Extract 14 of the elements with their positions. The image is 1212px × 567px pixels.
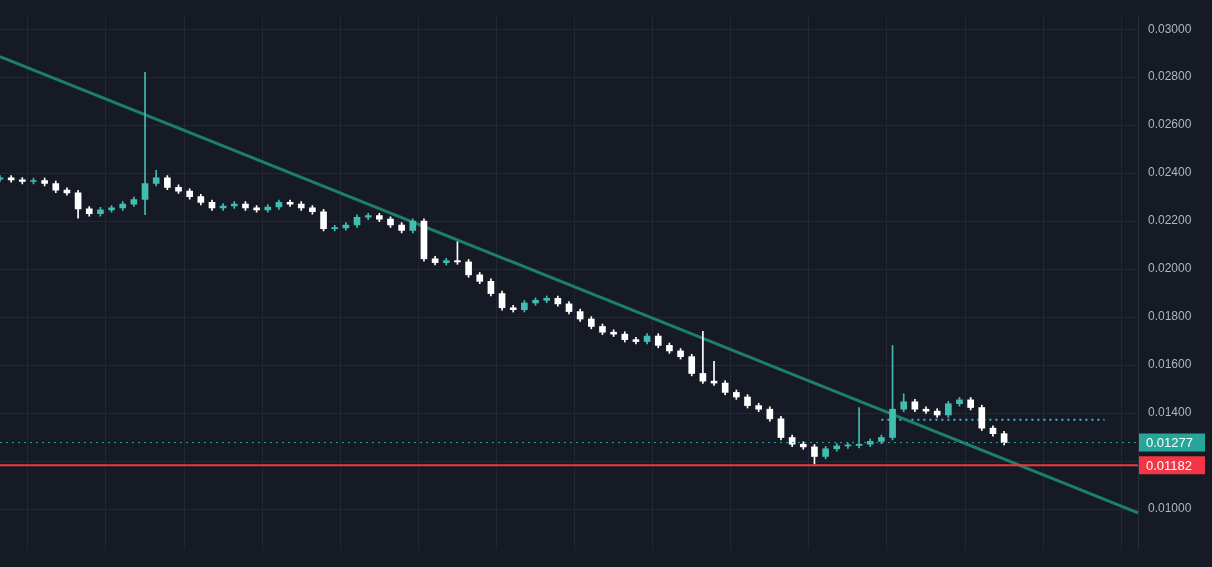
candlestick [331, 225, 339, 232]
y-tick-label: 0.02000 [1148, 261, 1192, 276]
y-tick-label: 0.01000 [1148, 501, 1192, 516]
y-tick-label: 0.02600 [1148, 117, 1192, 132]
ref-line-label: 0.01182 [1146, 457, 1193, 473]
y-tick-label: 0.01800 [1148, 309, 1192, 324]
y-tick-label: 0.01400 [1148, 405, 1192, 420]
candlestick [364, 212, 372, 221]
y-tick-label: 0.02400 [1148, 165, 1192, 180]
ref-line-label: 0.01277 [1146, 435, 1193, 451]
y-tick-label: 0.02800 [1148, 69, 1192, 84]
y-tick-label: 0.02200 [1148, 213, 1192, 228]
y-tick-label: 0.03000 [1148, 21, 1192, 36]
y-tick-label: 0.01600 [1148, 357, 1192, 372]
